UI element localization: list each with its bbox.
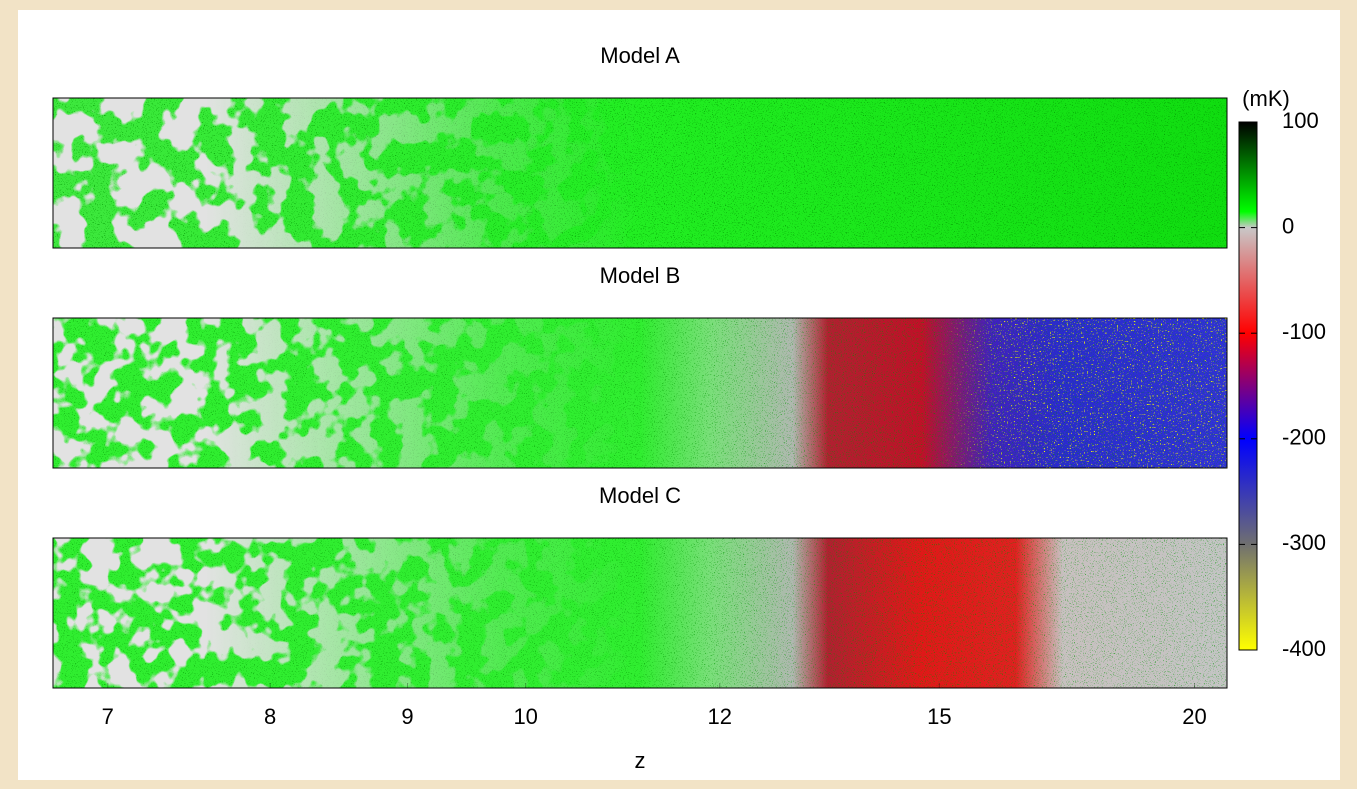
panel-title: Model A [600,43,680,68]
panel-frame [52,97,1228,249]
x-tick-label: 10 [513,704,537,729]
colorbar-tick-label: -200 [1282,425,1326,450]
colorbar [1238,121,1258,651]
x-tick-label: 20 [1182,704,1206,729]
panel-frame [52,537,1228,689]
colorbar-tick-label: 0 [1282,213,1294,238]
panel-c-image [53,538,1227,688]
x-axis-label: z [635,748,646,773]
colorbar-tick-label: -300 [1282,530,1326,555]
x-tick-label: 9 [401,704,413,729]
x-tick-label: 7 [102,704,114,729]
colorbar-label: (mK) [1242,86,1290,111]
panel-frame [52,317,1228,469]
x-tick-label: 12 [707,704,731,729]
panel-a-image [53,98,1227,248]
x-tick-label: 8 [264,704,276,729]
panel-title: Model C [599,483,681,508]
colorbar-tick-label: 100 [1282,108,1319,133]
colorbar-tick-label: -400 [1282,636,1326,661]
panel-b-image [53,318,1227,468]
colorbar-tick-label: -100 [1282,319,1326,344]
x-tick-label: 15 [927,704,951,729]
panel-title: Model B [600,263,681,288]
